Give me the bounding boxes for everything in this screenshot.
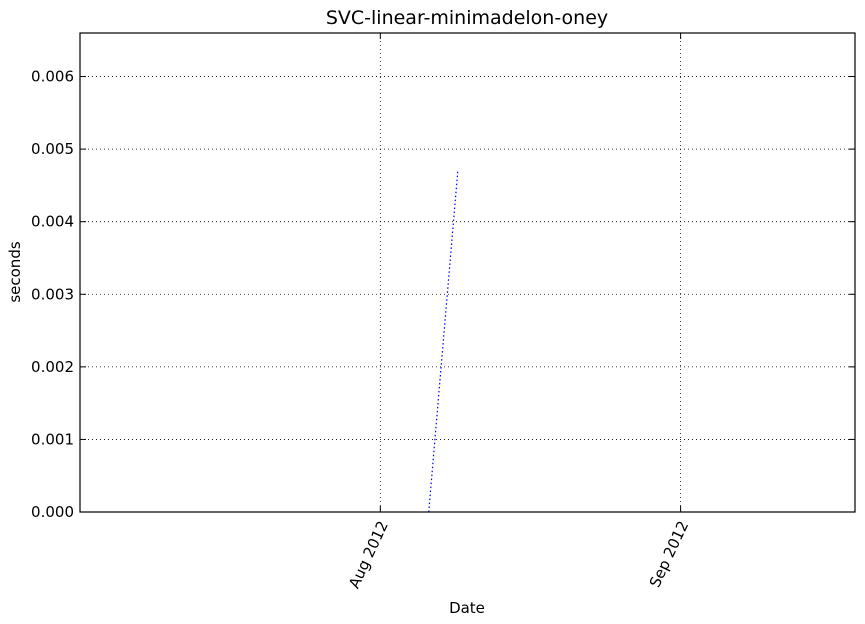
- plot-frame: [79, 32, 856, 513]
- y-tick-labels: 0.000 0.001 0.002 0.003 0.004 0.005 0.006: [31, 68, 74, 521]
- x-axis-label: Date: [449, 599, 485, 617]
- y-tick-label: 0.003: [31, 285, 74, 303]
- y-tick-label: 0.001: [31, 430, 74, 448]
- y-tick-label: 0.005: [31, 140, 74, 158]
- y-axis-label: seconds: [6, 241, 24, 302]
- series-layer: [428, 170, 459, 513]
- y-tick-label: 0.000: [31, 503, 74, 521]
- y-tick-label: 0.002: [31, 358, 74, 376]
- y-tick-label: 0.006: [31, 68, 74, 86]
- series-line: [428, 170, 459, 513]
- y-tick-label: 0.004: [31, 213, 74, 231]
- chart-title: SVC-linear-minimadelon-oney: [326, 7, 608, 29]
- ticks: [80, 33, 855, 513]
